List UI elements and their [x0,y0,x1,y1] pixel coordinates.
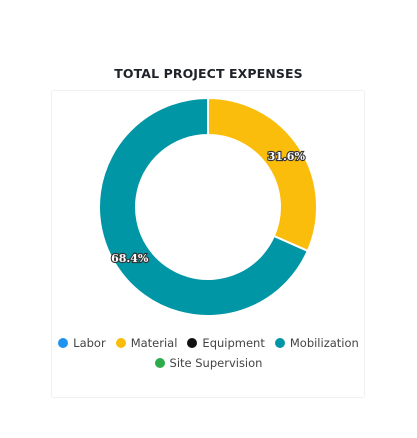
legend-dot-icon [154,358,165,368]
chart-card [51,90,365,398]
legend-label: Material [130,336,178,350]
legend-label: Equipment [202,336,265,350]
legend-item-site-supervision[interactable]: Site Supervision [154,356,263,370]
legend-dot-icon [187,338,198,348]
legend-label: Site Supervision [169,356,263,370]
legend-item-material[interactable]: Material [115,336,178,350]
chart-title: TOTAL PROJECT EXPENSES [114,66,303,81]
legend-dot-icon [115,338,126,348]
legend-dot-icon [274,338,285,348]
legend-item-labor[interactable]: Labor [58,336,106,350]
legend-row: Site Supervision [0,356,417,370]
slice-mobilization[interactable] [98,96,310,317]
legend-dot-icon [58,338,69,348]
legend-label: Labor [73,336,106,350]
chart-legend: Labor Material Equipment Mobilization Site S… [0,336,417,370]
legend-row: Labor Material Equipment Mobilization [0,336,417,350]
data-label-mobilization: 68.4% [111,252,149,265]
legend-label: Mobilization [289,336,359,350]
slice-material[interactable] [207,96,318,253]
legend-item-mobilization[interactable]: Mobilization [274,336,359,350]
legend-item-equipment[interactable]: Equipment [187,336,265,350]
data-label-material: 31.6% [268,150,306,163]
